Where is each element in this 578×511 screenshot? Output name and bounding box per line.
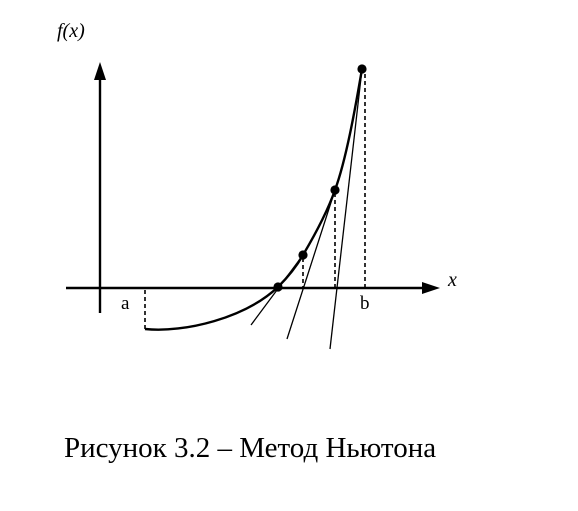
figure-caption: Рисунок 3.2 – Метод Ньютона — [64, 432, 436, 464]
x-axis-label: x — [447, 269, 457, 291]
left-bound-label: a — [121, 293, 130, 314]
tangent-line-1 — [329, 68, 363, 350]
point-x1 — [330, 185, 340, 195]
y-axis-arrowhead — [94, 62, 106, 80]
point-root — [273, 282, 283, 292]
point-x2 — [298, 250, 308, 260]
function-curve — [144, 68, 364, 331]
right-bound-label: b — [360, 293, 370, 314]
point-b — [357, 64, 367, 74]
tangent-line-2 — [286, 189, 336, 340]
x-axis-arrowhead — [422, 282, 440, 294]
y-axis-label: f(x) — [57, 20, 85, 42]
